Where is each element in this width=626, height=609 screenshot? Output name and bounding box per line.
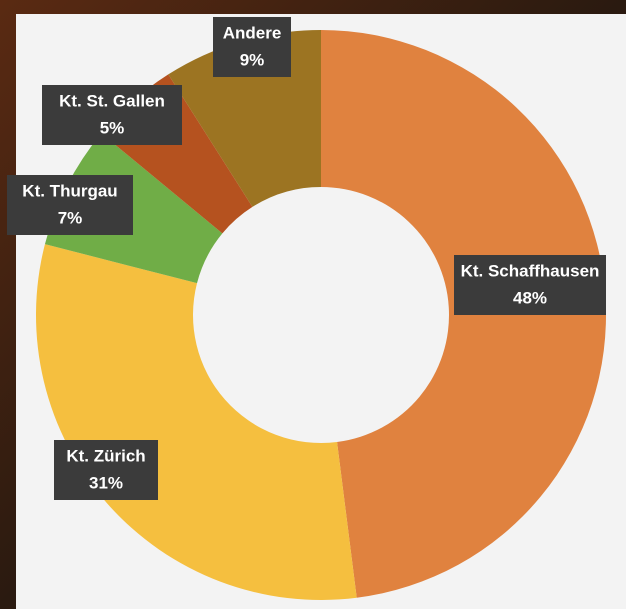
data-label-value: 48% (513, 288, 547, 307)
data-label-value: 9% (240, 50, 265, 69)
data-label-name: Kt. St. Gallen (59, 91, 165, 110)
data-label-value: 7% (58, 208, 83, 227)
chart: Kt. Schaffhausen 48% Kt. Zürich 31% Kt. Thur… (0, 0, 626, 609)
data-label-value: 5% (100, 118, 125, 137)
data-label-name: Kt. Schaffhausen (461, 261, 600, 280)
data-label-name: Andere (223, 23, 282, 42)
data-label-name: Kt. Thurgau (22, 181, 117, 200)
data-label-name: Kt. Zürich (66, 446, 145, 465)
data-label-value: 31% (89, 473, 123, 492)
